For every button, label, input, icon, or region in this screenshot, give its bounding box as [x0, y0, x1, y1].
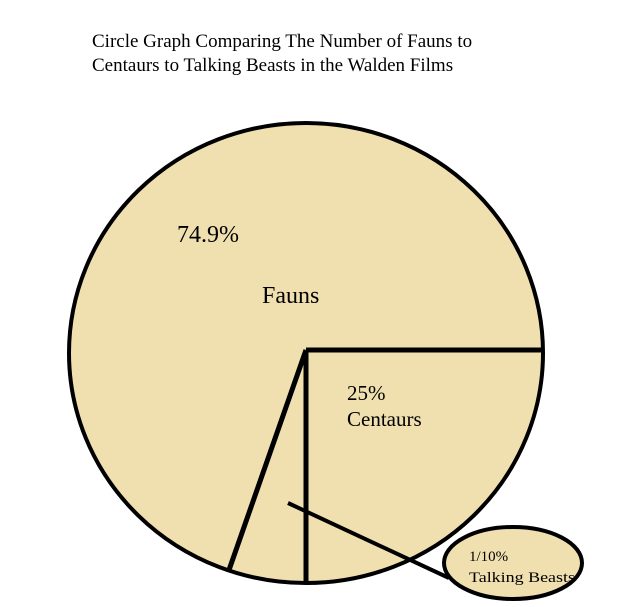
slice-label-fauns-value: 74.9%	[177, 222, 239, 248]
callout-line	[287, 501, 450, 580]
callout-bubble	[442, 525, 584, 601]
slice-label-fauns-name: Fauns	[262, 283, 319, 309]
chart-title: Circle Graph Comparing The Number of Fau…	[92, 30, 572, 78]
chart-title-line-2: Centaurs to Talking Beasts in the Walden…	[92, 55, 454, 76]
chart-title-line-1: Circle Graph Comparing The Number of Fau…	[92, 31, 473, 52]
divider-beasts-fauns	[226, 349, 309, 571]
slice-label-centaurs-name: Centaurs	[347, 407, 422, 431]
slice-label-beasts-name: Talking Beasts	[469, 570, 575, 586]
slice-label-centaurs-value: 25%	[347, 381, 386, 405]
slice-label-beasts-value: 1/10%	[469, 549, 508, 565]
